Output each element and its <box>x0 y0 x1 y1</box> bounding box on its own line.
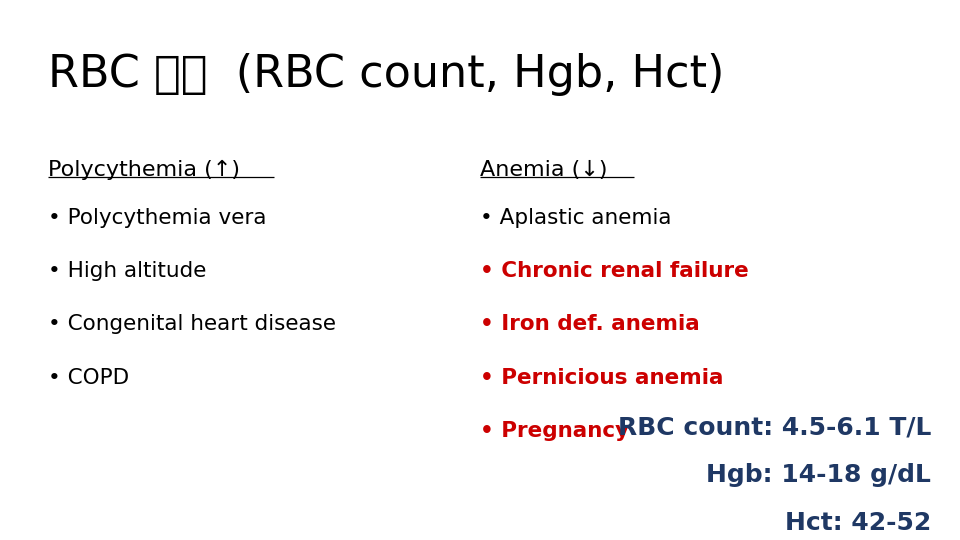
Text: • Polycythemia vera: • Polycythemia vera <box>48 208 267 228</box>
Text: RBC count: 4.5-6.1 T/L: RBC count: 4.5-6.1 T/L <box>618 415 931 440</box>
Text: Hct: 42-52: Hct: 42-52 <box>785 511 931 535</box>
Text: Polycythemia (↑): Polycythemia (↑) <box>48 160 240 180</box>
Text: Hgb: 14-18 g/dL: Hgb: 14-18 g/dL <box>707 463 931 488</box>
Text: • Congenital heart disease: • Congenital heart disease <box>48 314 336 334</box>
Text: • Iron def. anemia: • Iron def. anemia <box>480 314 700 334</box>
Text: • Aplastic anemia: • Aplastic anemia <box>480 208 671 228</box>
Text: • High altitude: • High altitude <box>48 261 206 281</box>
Text: RBC 계열  (RBC count, Hgb, Hct): RBC 계열 (RBC count, Hgb, Hct) <box>48 53 725 96</box>
Text: • Chronic renal failure: • Chronic renal failure <box>480 261 749 281</box>
Text: • Pernicious anemia: • Pernicious anemia <box>480 368 724 388</box>
Text: • Pregnancy: • Pregnancy <box>480 421 629 441</box>
Text: Anemia (↓): Anemia (↓) <box>480 160 608 180</box>
Text: • COPD: • COPD <box>48 368 130 388</box>
